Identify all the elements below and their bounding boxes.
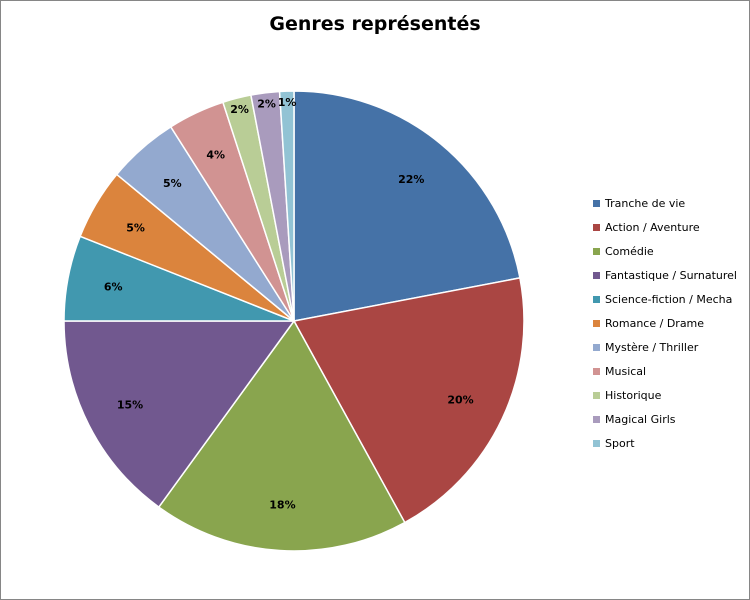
pie-slice [157, 319, 406, 552]
pie-slice [63, 320, 296, 509]
pie-slice [293, 90, 521, 322]
legend-item: Musical [593, 360, 737, 384]
slice-value-label: 6% [104, 281, 123, 294]
legend-label: Musical [605, 365, 647, 379]
legend-item: Magical Girls [593, 408, 737, 432]
legend-item: Action / Aventure [593, 215, 737, 239]
legend-label: Fantastique / Surnaturel [605, 268, 737, 282]
legend-label: Historique [605, 389, 662, 403]
legend-swatch [593, 295, 600, 303]
slice-value-label: 22% [398, 173, 424, 186]
legend-item: Sport [593, 432, 737, 456]
legend-swatch [593, 344, 600, 352]
legend-swatch [593, 320, 600, 328]
legend-swatch [593, 199, 600, 207]
legend-label: Magical Girls [605, 413, 676, 427]
legend-swatch [593, 368, 600, 376]
legend-label: Comédie [605, 244, 654, 258]
legend-swatch [593, 440, 600, 448]
legend-label: Sport [605, 437, 635, 451]
pie-slice [278, 90, 295, 322]
legend-label: Romance / Drame [605, 317, 705, 331]
legend-swatch [593, 247, 600, 255]
slice-value-label: 20% [447, 393, 473, 406]
legend-item: Mystère / Thriller [593, 336, 737, 360]
legend-swatch [593, 271, 600, 279]
slice-value-label: 18% [269, 499, 295, 512]
legend-swatch [593, 223, 600, 231]
chart-legend: Tranche de vie Action / Aventure Comédie Fa… [593, 191, 737, 456]
legend-label: Science-fiction / Mecha [605, 292, 733, 306]
slice-value-label: 4% [206, 149, 225, 162]
chart-title: Genres représentés [269, 13, 481, 35]
slice-value-label: 2% [230, 103, 249, 116]
legend-item: Tranche de vie [593, 191, 737, 215]
slice-value-label: 2% [257, 98, 276, 111]
legend-swatch [593, 392, 600, 400]
legend-label: Tranche de vie [605, 196, 686, 210]
legend-label: Action / Aventure [605, 220, 700, 234]
slice-value-label: 1% [278, 96, 297, 109]
legend-item: Comédie [593, 239, 737, 263]
legend-swatch [593, 416, 600, 424]
slice-value-label: 5% [126, 221, 145, 234]
slice-value-label: 15% [117, 399, 143, 412]
slice-value-label: 5% [163, 177, 182, 190]
legend-item: Romance / Drame [593, 311, 737, 335]
legend-label: Mystère / Thriller [605, 341, 699, 355]
legend-item: Fantastique / Surnaturel [593, 263, 737, 287]
pie-slice [292, 277, 525, 524]
legend-item: Historique [593, 384, 737, 408]
legend-item: Science-fiction / Mecha [593, 287, 737, 311]
